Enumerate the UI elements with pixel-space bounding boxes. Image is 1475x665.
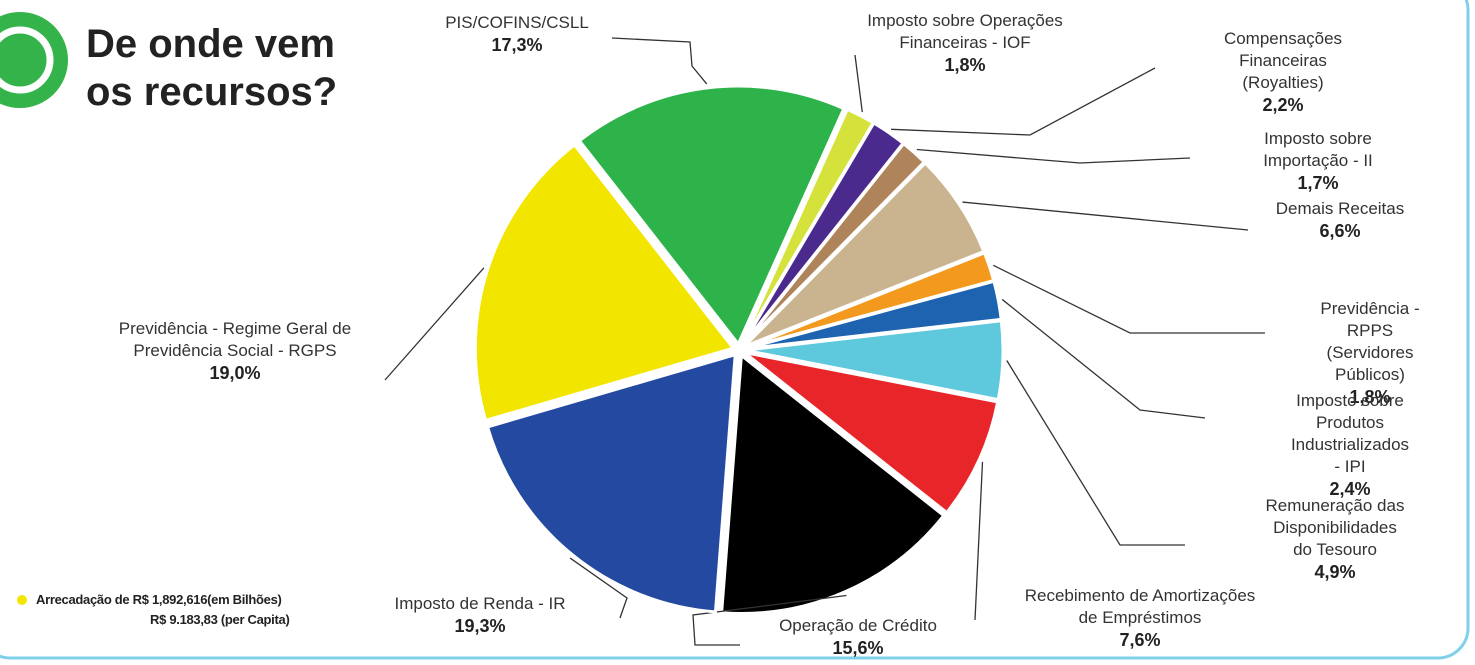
leader-line [1001,298,1206,419]
leader-line [962,201,1249,231]
slice-label: Imposto sobre Operações Financeiras - IO… [867,10,1063,76]
value-label: 6,6% [1319,221,1361,241]
note: R$ 9.183,83 (per Capita) [150,612,290,627]
category-label: Imposto sobre Operações Financeiras - IO… [867,11,1063,52]
leader-line [974,461,984,621]
pie-slice [741,141,927,347]
category-label: Remuneração das Disponibilidades do Teso… [1265,496,1405,559]
slice-label: Demais Receitas 6,6% [1276,198,1405,242]
title-line: De onde vem [86,22,335,66]
value-label: 17,3% [491,35,543,55]
value-label: 1,8% [1349,387,1391,407]
leader-line [569,557,628,619]
value-label: 19,3% [454,616,506,636]
pie-slice [720,352,946,615]
category-label: Operação de Crédito [779,616,937,635]
pie-slice [742,160,986,349]
value-label: 7,6% [1119,630,1161,650]
slice-label: Compensações Financeiras (Royalties) 2,2% [1187,28,1379,116]
leader-line [1006,360,1185,546]
category-label: Demais Receitas [1275,199,1405,218]
pie-slice [485,352,737,614]
slice-label: Imposto sobre Produtos Industrializados … [1288,390,1413,500]
leader-line [854,54,863,113]
leader-line [384,267,485,381]
category-label: Previdência - RPPS (Servidores Públicos) [1320,299,1420,384]
slice-label: PIS/COFINS/CSLL 17,3% [445,12,589,56]
logo-ring [0,26,54,94]
value-label: 19,0% [209,363,261,383]
logo [0,12,68,108]
category-label: Imposto sobre Produtos Industrializados … [1290,391,1410,476]
pie-slice [744,319,1005,402]
leader-line [611,37,708,85]
slice-label: Previdência - Regime Geral de Previdênci… [119,318,351,384]
pie-slice [473,142,736,423]
leader-line [692,594,847,646]
slice-label: Operação de Crédito 15,6% [779,615,937,659]
value-label: 2,4% [1329,479,1371,499]
leader-line [992,264,1265,334]
slice-label: Imposto sobre Importação - II 1,7% [1240,128,1397,194]
category-label: Imposto de Renda - IR [394,594,566,613]
pie-slice [743,351,1000,515]
value-label: 1,8% [944,55,986,75]
pie-slice [577,84,846,347]
title-line: os recursos? [86,70,338,114]
slice-label: Recebimento de Amortizações de Empréstim… [1025,585,1256,651]
category-label: Previdência - Regime Geral de Previdênci… [118,319,352,360]
value-label: 15,6% [832,638,884,658]
leader-line [891,67,1156,136]
slice-label: Imposto de Renda - IR 19,3% [394,593,565,637]
leader-line [916,148,1191,164]
slice-label: Previdência - RPPS (Servidores Públicos)… [1318,298,1423,408]
note-bullet [17,595,27,605]
value-label: 2,2% [1262,95,1304,115]
value-label: 4,9% [1314,562,1356,582]
category-label: Compensações Financeiras (Royalties) [1223,29,1343,92]
category-label: Imposto sobre Importação - II [1263,129,1373,170]
category-label: Recebimento de Amortizações de Empréstim… [1024,586,1256,627]
slice-label: Remuneração das Disponibilidades do Teso… [1265,495,1405,583]
value-label: 1,7% [1297,173,1339,193]
note: Arrecadação de R$ 1,892,616(em Bilhões) [36,592,282,607]
category-label: PIS/COFINS/CSLL [445,13,589,32]
